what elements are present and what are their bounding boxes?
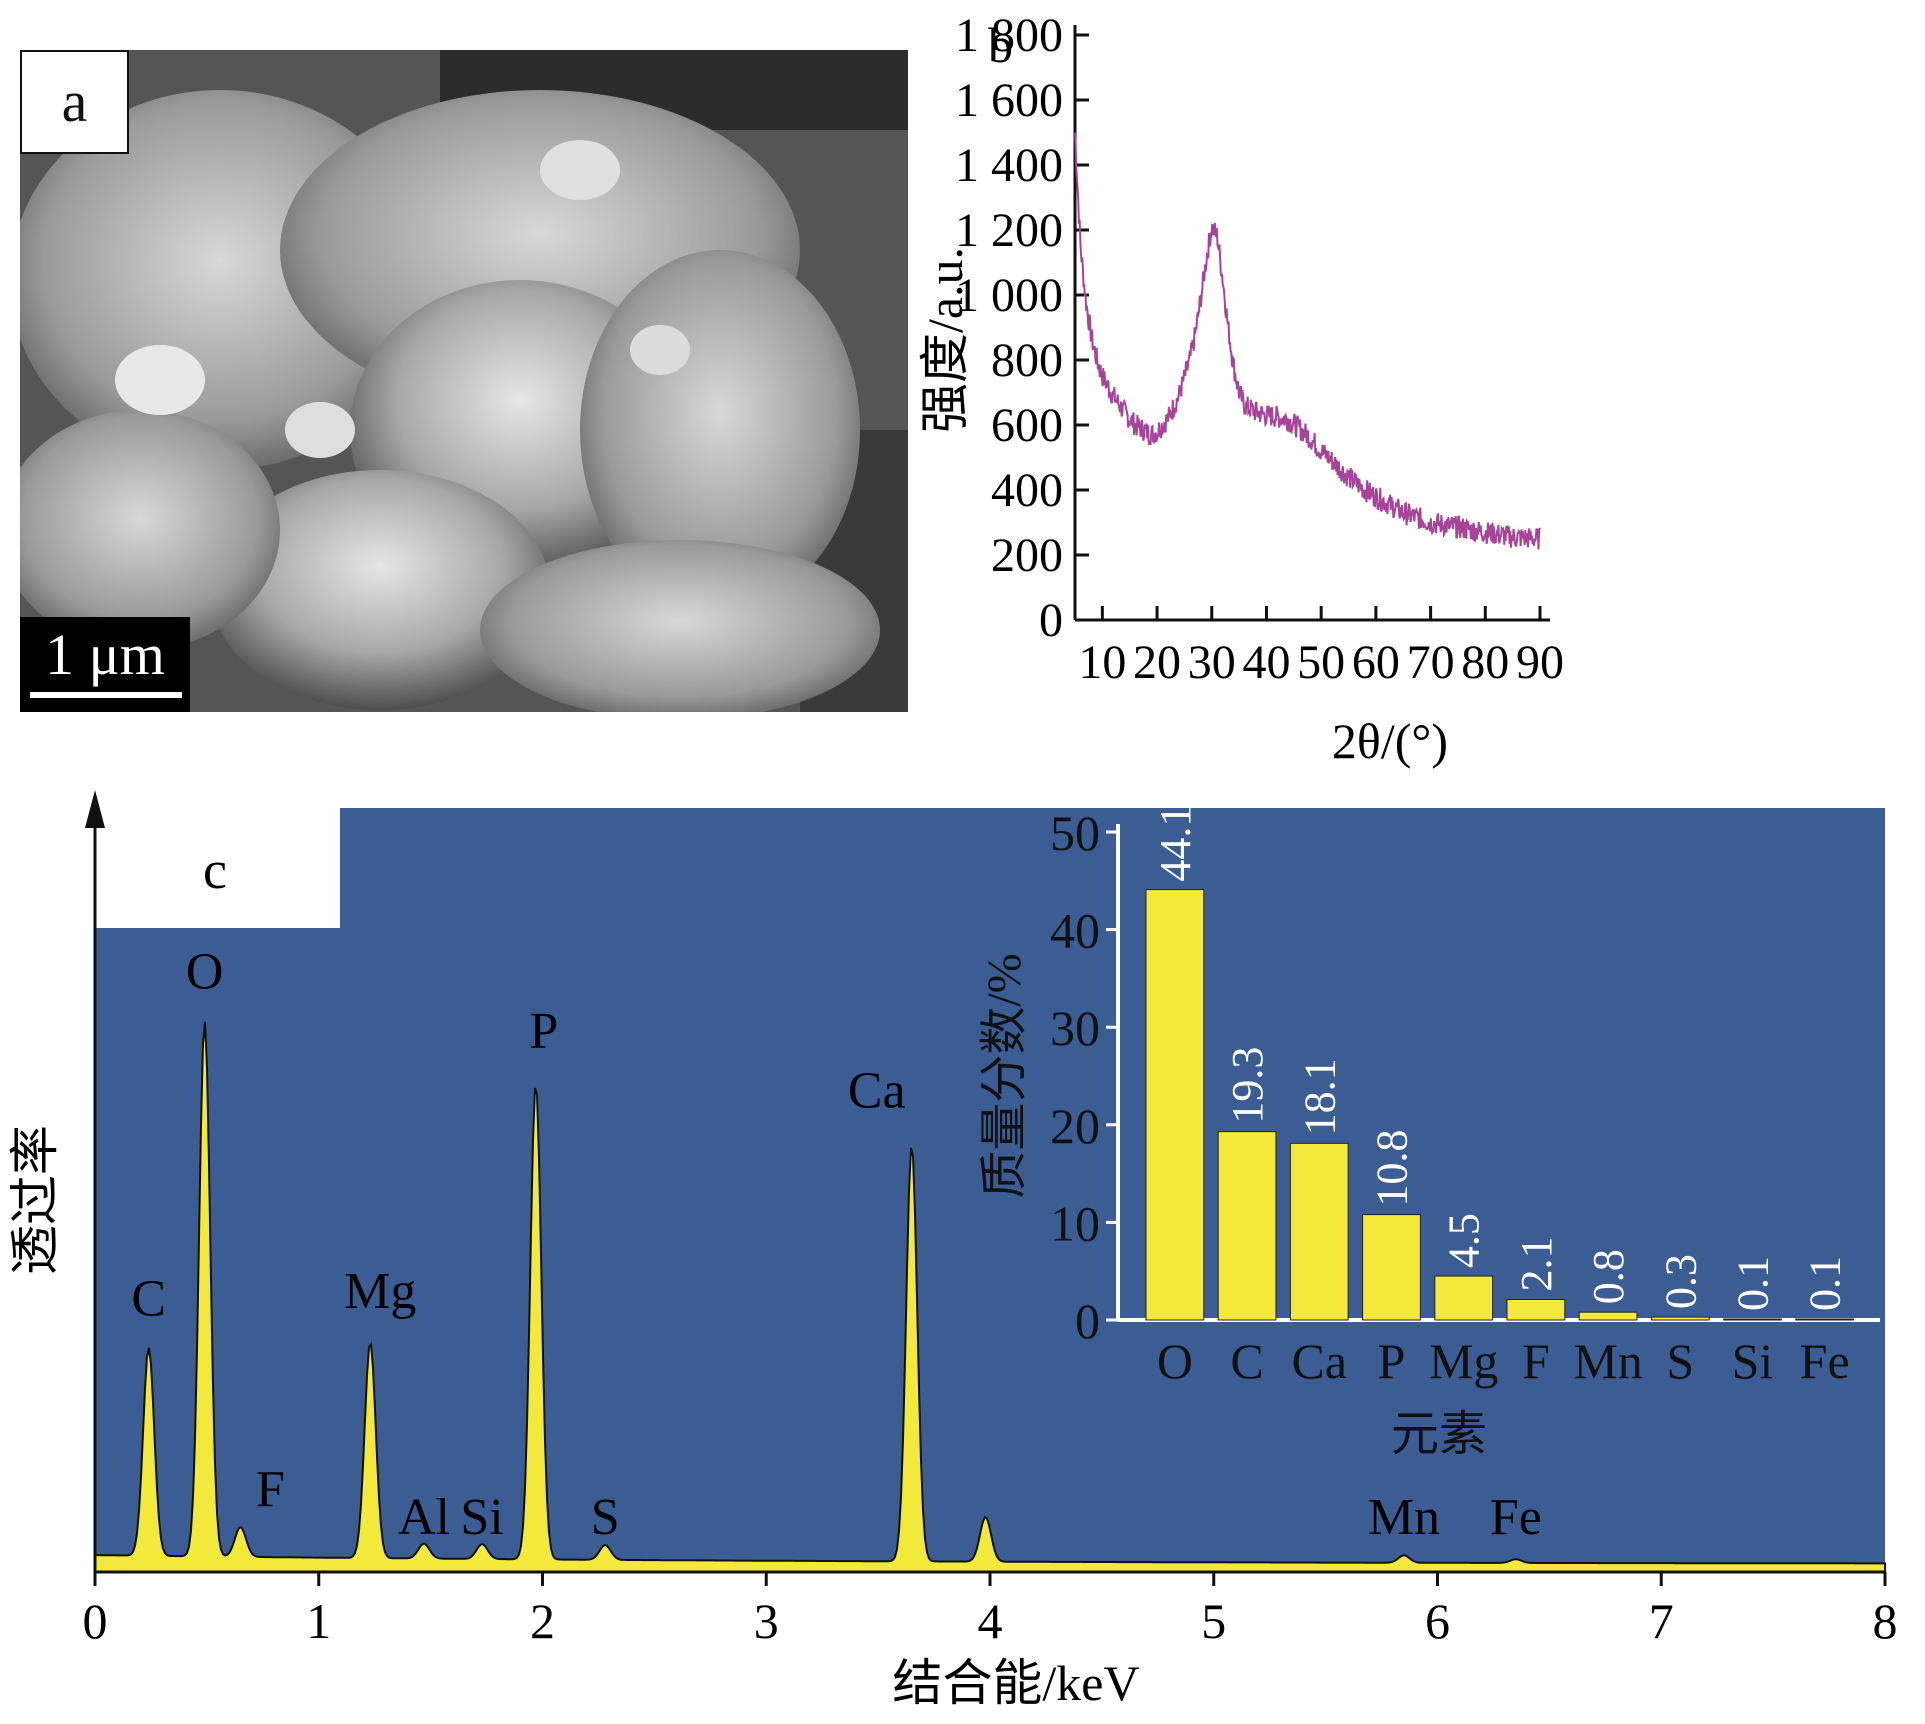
inset-x-tick-label: Fe xyxy=(1800,1333,1850,1389)
inset-y-axis-label: 质量分数/% xyxy=(978,953,1031,1198)
panel-c-label: c xyxy=(203,840,227,900)
xrd-y-tick-label: 1 000 xyxy=(955,269,1063,322)
eds-plot-background xyxy=(95,808,1885,1572)
eds-x-tick-label: 8 xyxy=(1873,1593,1898,1649)
eds-peak-label: Mg xyxy=(344,1263,416,1320)
xrd-y-tick-label: 1 200 xyxy=(955,204,1063,257)
xrd-x-tick-label: 10 xyxy=(1078,636,1126,689)
xrd-x-tick-label: 30 xyxy=(1188,636,1236,689)
eds-peak-label: O xyxy=(186,943,224,1000)
inset-x-tick-label: F xyxy=(1522,1333,1550,1389)
inset-bar-value-label: 18.1 xyxy=(1295,1058,1344,1135)
scale-bar-label: 1 μm xyxy=(45,622,165,687)
inset-bar xyxy=(1434,1275,1494,1321)
xrd-plot-area: 0 200 400 600 800 1 000 1 200 1 400 1 600 1 800 10… xyxy=(955,9,1564,689)
inset-bar xyxy=(1145,889,1205,1321)
inset-x-tick-label: P xyxy=(1378,1333,1406,1389)
inset-bar xyxy=(1289,1142,1349,1321)
inset-x-tick-label: S xyxy=(1666,1333,1694,1389)
inset-y-tick-label: 40 xyxy=(1050,903,1100,959)
inset-y-tick-label: 30 xyxy=(1050,1000,1100,1056)
inset-bar xyxy=(1362,1214,1421,1321)
eds-peak-label: S xyxy=(591,1489,620,1546)
inset-bar xyxy=(1650,1316,1710,1321)
eds-peak-label: Fe xyxy=(1490,1489,1542,1546)
inset-bar-value-label: 19.3 xyxy=(1223,1047,1272,1124)
eds-peak-label: P xyxy=(529,1003,558,1060)
inset-bar xyxy=(1506,1299,1566,1321)
eds-peak-label: Mn xyxy=(1368,1489,1440,1546)
sem-micrograph: a 1 μm xyxy=(20,50,908,712)
inset-bar xyxy=(1723,1318,1782,1321)
inset-bar xyxy=(1795,1318,1855,1321)
inset-bar-value-label: 2.1 xyxy=(1512,1237,1561,1292)
eds-x-tick-label: 7 xyxy=(1649,1593,1674,1649)
eds-peak-label: Si xyxy=(460,1489,503,1546)
xrd-x-tick-label: 50 xyxy=(1297,636,1345,689)
eds-peak-label: Ca xyxy=(848,1062,906,1119)
panel-b-label: b xyxy=(988,17,1013,73)
xrd-y-tick-label: 600 xyxy=(991,399,1063,452)
eds-x-tick-label: 5 xyxy=(1201,1593,1226,1649)
inset-x-tick-label: Mg xyxy=(1429,1333,1498,1389)
xrd-y-tick-label: 200 xyxy=(991,529,1063,582)
inset-x-tick-label: Si xyxy=(1732,1333,1774,1389)
eds-x-tick-label: 0 xyxy=(83,1593,108,1649)
eds-peak-label: Al xyxy=(398,1489,450,1546)
panel-a-label: a xyxy=(20,50,129,154)
inset-bar-value-label: 0.8 xyxy=(1584,1249,1633,1304)
inset-y-tick-label: 20 xyxy=(1050,1098,1100,1154)
xrd-x-tick-label: 90 xyxy=(1516,636,1564,689)
inset-bar-value-label: 10.8 xyxy=(1367,1130,1416,1207)
eds-x-tick-label: 6 xyxy=(1425,1593,1450,1649)
eds-x-axis-label: 结合能/keV xyxy=(892,1655,1139,1711)
xrd-x-axis-label: 2θ/(°) xyxy=(1332,713,1448,769)
inset-x-tick-label: Ca xyxy=(1292,1333,1348,1389)
xrd-chart: 0 200 400 600 800 1 000 1 200 1 400 1 600 1 800 10… xyxy=(917,9,1564,769)
inset-x-tick-label: Mn xyxy=(1573,1333,1642,1389)
eds-x-tick-label: 3 xyxy=(754,1593,779,1649)
inset-bar-value-label: 0.1 xyxy=(1801,1256,1850,1311)
eds-y-axis-label: 透过率 xyxy=(7,1125,63,1275)
eds-x-tick-label: 1 xyxy=(306,1593,331,1649)
panel-c-label-box xyxy=(95,808,340,928)
xrd-y-tick-label: 1 400 xyxy=(955,139,1063,192)
inset-bar-value-label: 0.1 xyxy=(1728,1256,1777,1311)
inset-x-axis-label: 元素 xyxy=(1391,1408,1487,1461)
eds-peak-label: C xyxy=(131,1271,166,1328)
xrd-x-tick-label: 20 xyxy=(1133,636,1181,689)
eds-y-axis-arrow xyxy=(85,790,105,828)
inset-x-tick-label: C xyxy=(1230,1333,1263,1389)
inset-x-tick-label: O xyxy=(1157,1333,1193,1389)
scale-bar-line xyxy=(30,692,182,698)
xrd-y-tick-label: 800 xyxy=(991,334,1063,387)
xrd-y-axis-label: 强度/a.u. xyxy=(917,247,973,433)
sem-texture xyxy=(20,50,908,712)
eds-x-tick-label: 4 xyxy=(978,1593,1003,1649)
xrd-y-tick-label: 1 600 xyxy=(955,74,1063,127)
xrd-x-tick-label: 70 xyxy=(1407,636,1455,689)
xrd-x-tick-label: 80 xyxy=(1461,636,1509,689)
xrd-series-line xyxy=(1074,132,1541,550)
xrd-x-tick-label: 60 xyxy=(1352,636,1400,689)
inset-bar-value-label: 44.1 xyxy=(1151,805,1200,882)
scale-bar: 1 μm xyxy=(20,617,190,712)
inset-bar xyxy=(1217,1131,1277,1321)
eds-spectrum xyxy=(94,1021,1886,1573)
inset-bar xyxy=(1578,1311,1638,1321)
inset-y-tick-label: 10 xyxy=(1050,1195,1100,1251)
xrd-y-tick-label: 400 xyxy=(991,464,1063,517)
eds-peak-label: F xyxy=(256,1461,285,1518)
eds-x-tick-label: 2 xyxy=(530,1593,555,1649)
inset-y-tick-label: 0 xyxy=(1075,1293,1100,1349)
inset-y-tick-label: 50 xyxy=(1050,805,1100,861)
xrd-x-tick-label: 40 xyxy=(1242,636,1290,689)
xrd-y-tick-label: 1 800 xyxy=(955,9,1063,62)
inset-bar-value-label: 4.5 xyxy=(1440,1213,1489,1268)
xrd-y-tick-label: 0 xyxy=(1039,594,1063,647)
inset-bar-value-label: 0.3 xyxy=(1656,1254,1705,1309)
